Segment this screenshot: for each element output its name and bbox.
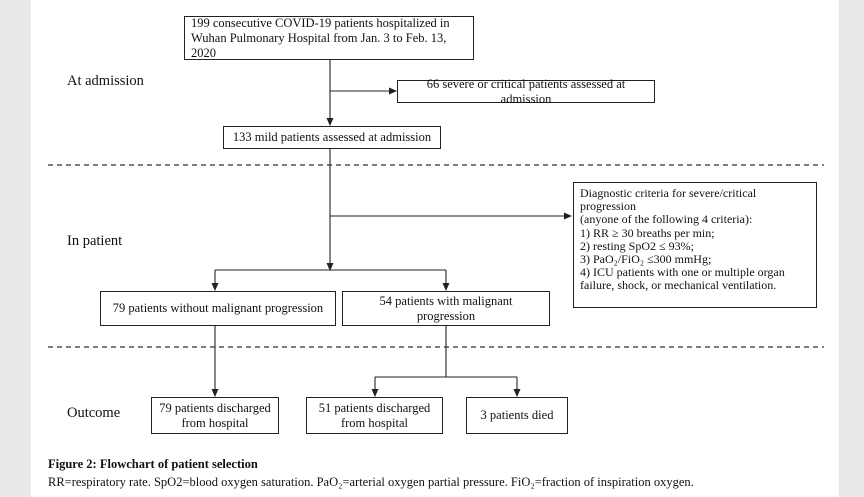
box-with-progression-text: 54 patients with malignant progression — [379, 293, 513, 323]
phase-label-admission: At admission — [67, 73, 144, 89]
box-severe-critical-text: 66 severe or critical patients assessed … — [426, 76, 626, 106]
box-diagnostic-criteria: Diagnostic criteria for severe/critical … — [573, 182, 817, 308]
box-severe-critical: 66 severe or critical patients assessed … — [397, 77, 655, 106]
phase-label-inpatient: In patient — [67, 233, 123, 249]
figure-caption-body: RR=respiratory rate. SpO2=blood oxygen s… — [48, 475, 694, 489]
box-mild-patients: 133 mild patients assessed at admission — [223, 126, 441, 149]
box-without-progression-text: 79 patients without malignant progressio… — [112, 301, 324, 315]
box-discharged-79-text: 79 patients discharged from hospital — [159, 400, 271, 430]
box-mild-patients-text: 133 mild patients assessed at admission — [232, 130, 432, 144]
box-discharged-51-text: 51 patients discharged from hospital — [318, 400, 431, 430]
box-died: 3 patients died — [466, 397, 568, 434]
box-with-progression: 54 patients with malignant progression — [342, 291, 550, 326]
figure-caption-title: Figure 2: Flowchart of patient selection — [48, 457, 258, 471]
box-diagnostic-criteria-text: Diagnostic criteria for severe/critical … — [580, 186, 785, 293]
box-total-patients: 199 consecutive COVID-19 patients hospit… — [184, 16, 474, 60]
box-discharged-51: 51 patients discharged from hospital — [306, 397, 443, 434]
box-without-progression: 79 patients without malignant progressio… — [100, 291, 336, 326]
box-total-patients-text: 199 consecutive COVID-19 patients hospit… — [191, 15, 450, 60]
phase-label-outcome: Outcome — [67, 405, 121, 421]
box-died-text: 3 patients died — [480, 408, 554, 422]
box-discharged-79: 79 patients discharged from hospital — [151, 397, 279, 434]
